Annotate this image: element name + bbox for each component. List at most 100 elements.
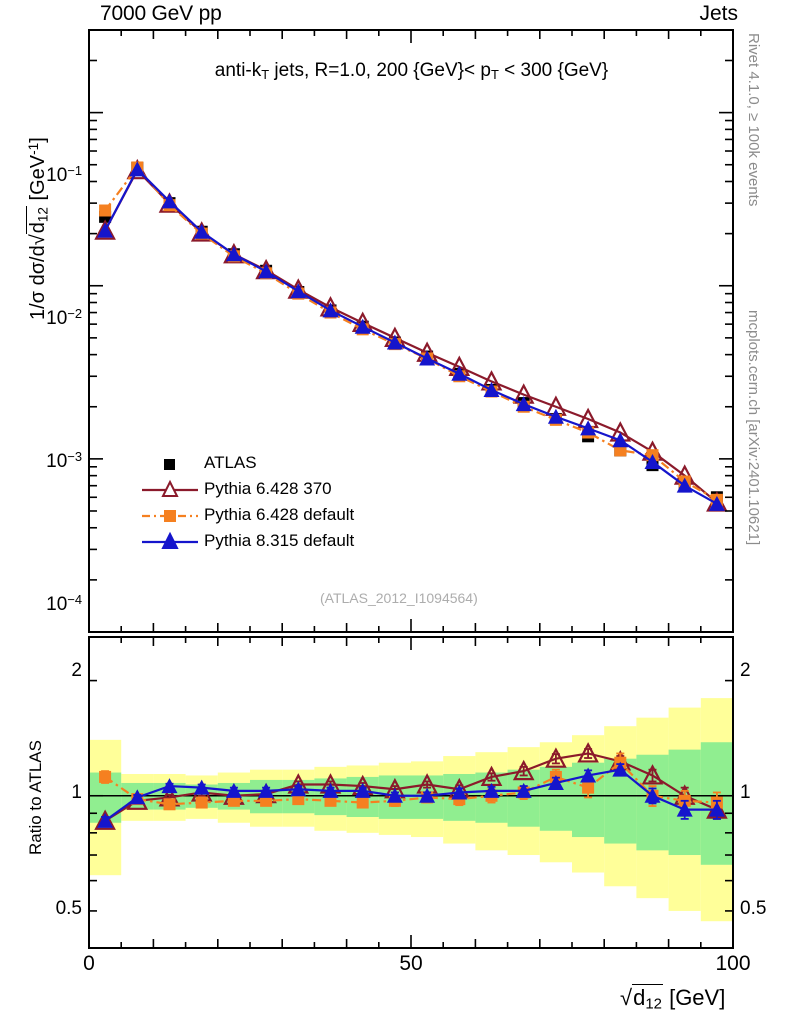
ratio-marker-1-14: [545, 747, 567, 768]
ratio-marker-1-17: [641, 764, 664, 785]
legend-marker-atlas-icon: [164, 459, 175, 470]
ratio-marker-3-2: [161, 778, 178, 794]
main-marker-1-0: [94, 219, 116, 240]
ratio-marker-1-15: [577, 742, 599, 763]
ratio-marker-2-15: [582, 781, 595, 794]
main-marker-3-0: [97, 222, 114, 238]
ratio-marker-3-16: [612, 761, 629, 777]
main-series-2: [99, 161, 723, 506]
ratio-marker-1-0: [94, 809, 116, 830]
x-axis-title: √d12 [GeV]: [620, 984, 726, 1013]
ratio-marker-3-14: [547, 774, 564, 790]
main-ytick-2-mantissa: 10: [46, 307, 68, 329]
main-marker-3-5: [258, 263, 275, 279]
ratio-marker-3-10: [419, 787, 436, 803]
x-axis-title-radicand: d: [633, 985, 646, 1010]
ratio-marker-3-11: [451, 784, 468, 800]
ratio-marker-3-15: [580, 767, 597, 783]
ratio-marker-1-13: [512, 759, 535, 781]
main-xticks-top: [88, 30, 734, 43]
ratio-marker-3-7: [322, 782, 339, 798]
ratio-marker-3-3: [193, 779, 210, 795]
main-ytick-2: 10−2: [10, 306, 82, 330]
ratio-series-line-3: [104, 768, 717, 822]
legend-label-atlas: ATLAS: [204, 453, 257, 472]
ratio-marker-3-8: [354, 782, 371, 798]
main-y-ticks: [89, 59, 733, 633]
plot-title: anti-kT jets, R=1.0, 200 {GeV}< pT < 300…: [89, 60, 734, 82]
ratio-marker-3-17: [644, 787, 661, 803]
xtick-0: 0: [83, 952, 95, 975]
legend-label-pythia6-370: Pythia 6.428 370: [204, 479, 332, 498]
main-xticks-bottom: [88, 619, 734, 632]
legend-marker-pythia6-default-icon: [142, 510, 198, 522]
plot-title-sub-1: T: [261, 67, 270, 83]
ratio-panel-frame: [88, 636, 734, 949]
main-marker-3-14: [547, 408, 564, 424]
legend-item-atlas[interactable]: ATLAS: [140, 450, 440, 476]
ratio-xticks-top: [88, 637, 734, 650]
ratio-ytick-2-right: 2: [740, 660, 751, 681]
main-ytick-1: 10−1: [10, 163, 82, 187]
ratio-series-3: [97, 761, 725, 828]
main-marker-3-16: [612, 432, 629, 448]
header-category-label: Jets: [699, 2, 738, 25]
main-marker-3-17: [644, 453, 661, 469]
main-marker-3-15: [580, 420, 597, 436]
legend-item-pythia8-default[interactable]: Pythia 8.315 default: [140, 528, 440, 554]
main-marker-3-8: [354, 318, 371, 334]
ratio-marker-3-12: [483, 782, 500, 798]
ratio-band-inner: [89, 742, 733, 865]
main-series-3: [97, 161, 725, 511]
ratio-ytick-1-left: 1: [71, 782, 82, 803]
ratio-marker-2-8: [356, 796, 369, 809]
main-ytick-4-exp: −4: [67, 592, 82, 607]
ratio-ytick-05-right: 0.5: [740, 898, 767, 919]
main-series-1: [94, 158, 728, 512]
main-ytick-4-mantissa: 10: [46, 593, 68, 615]
main-marker-3-13: [515, 396, 532, 412]
legend-item-pythia6-370[interactable]: Pythia 6.428 370: [140, 476, 440, 502]
ratio-xticks-bottom: [88, 935, 734, 948]
main-marker-3-19: [708, 495, 725, 511]
legend-item-pythia6-default[interactable]: Pythia 6.428 default: [140, 502, 440, 528]
ratio-marker-3-9: [386, 787, 403, 803]
plot-title-part-b: jets, R=1.0, 200 {GeV}< p: [269, 60, 491, 81]
ratio-marker-3-0: [97, 812, 114, 828]
legend: ATLAS Pythia 6.428 370 Pythia 6.428 defa…: [140, 450, 440, 554]
main-ytick-2-exp: −2: [67, 306, 82, 321]
xtick-50: 50: [399, 952, 423, 975]
main-marker-2-16: [614, 444, 627, 457]
x-axis-title-radicand-sub: 12: [645, 995, 662, 1013]
main-marker-3-1: [129, 161, 146, 177]
ratio-marker-3-6: [290, 781, 307, 797]
main-ytick-1-exp: −1: [67, 163, 82, 178]
legend-label-pythia6-default: Pythia 6.428 default: [204, 505, 355, 524]
analysis-id-watermark: (ATLAS_2012_I1094564): [320, 590, 478, 606]
main-ytick-4: 10−4: [10, 592, 82, 616]
ratio-marker-3-13: [515, 782, 532, 798]
legend-label-pythia8-default: Pythia 8.315 default: [204, 531, 355, 550]
main-marker-3-7: [322, 302, 339, 318]
x-axis-title-unit: [GeV]: [662, 985, 726, 1010]
ratio-marker-3-1: [129, 789, 146, 805]
ratio-marker-3-18: [676, 801, 693, 817]
main-marker-3-9: [386, 334, 403, 350]
plot-title-part-a: anti-k: [214, 60, 262, 81]
main-panel-frame: [88, 29, 734, 633]
main-marker-3-10: [419, 350, 436, 366]
main-marker-3-3: [193, 223, 210, 239]
main-marker-3-18: [676, 477, 693, 493]
legend-marker-pythia8-default-icon: [142, 531, 198, 549]
ratio-marker-2-0: [99, 770, 112, 783]
main-ytick-3: 10−3: [10, 449, 82, 473]
ratio-marker-3-5: [258, 782, 275, 798]
ratio-marker-2-3: [195, 796, 208, 809]
main-ytick-3-exp: −3: [67, 449, 82, 464]
plot-title-sub-2: T: [490, 67, 499, 83]
main-marker-3-2: [161, 193, 178, 209]
ratio-marker-2-2: [163, 798, 176, 811]
main-marker-2-0: [99, 204, 112, 217]
main-marker-3-4: [225, 246, 242, 262]
